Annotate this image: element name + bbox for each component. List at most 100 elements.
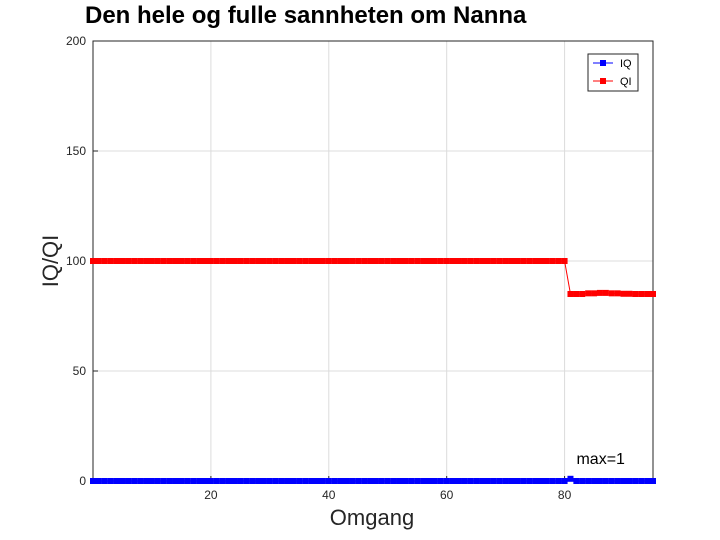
series-qi-point	[237, 258, 244, 264]
series-qi-point	[296, 258, 303, 264]
series-qi-point	[467, 258, 474, 264]
series-iq-point	[502, 478, 509, 484]
legend-iq-marker	[600, 60, 606, 66]
series-iq-point	[237, 478, 244, 484]
series-iq-point	[602, 478, 609, 484]
series-qi-point	[355, 258, 362, 264]
series-iq-point	[160, 478, 167, 484]
series-qi-point	[266, 258, 273, 264]
series-iq-point	[113, 478, 120, 484]
series-iq-point	[626, 478, 633, 484]
series-iq-point	[319, 478, 326, 484]
series-qi-point	[125, 258, 132, 264]
series-iq-point	[361, 478, 368, 484]
series-qi-point	[202, 258, 208, 264]
series-qi-point	[325, 258, 332, 264]
series-qi-point	[178, 258, 185, 264]
series-iq-point	[284, 478, 291, 484]
x-axis-label: Omgang	[330, 505, 414, 530]
series-iq-point	[596, 478, 603, 484]
series-iq-point	[378, 478, 385, 484]
series-iq-point	[166, 478, 173, 484]
series-qi-point	[302, 258, 309, 264]
series-iq	[90, 475, 656, 484]
series-iq-point	[266, 478, 273, 484]
x-tick-label: 60	[440, 488, 454, 502]
series-iq-point	[314, 478, 320, 484]
series-qi-point	[196, 258, 203, 264]
series-qi-point	[331, 258, 338, 264]
series-iq-point	[638, 478, 645, 484]
series-qi-point	[455, 258, 462, 264]
series-iq-point	[543, 478, 550, 484]
x-tick-label: 80	[558, 488, 572, 502]
series-qi-point	[496, 258, 503, 264]
series-iq-point	[272, 478, 279, 484]
series-qi-point	[225, 258, 232, 264]
series-qi-point	[95, 258, 102, 264]
series-iq-point	[573, 478, 580, 484]
series-qi-point	[602, 289, 609, 296]
series-iq-point	[608, 478, 615, 484]
series-iq-point	[408, 478, 415, 484]
series-qi-point	[408, 258, 415, 264]
series-qi-point	[614, 290, 621, 297]
series-qi-point	[396, 258, 403, 264]
series-iq-point	[196, 478, 203, 484]
series-qi-point	[490, 258, 497, 264]
series-qi-point	[596, 289, 603, 296]
series-qi-point	[219, 258, 226, 264]
series-iq-point	[119, 478, 126, 484]
series-iq-point	[184, 478, 191, 484]
series-qi	[90, 258, 656, 297]
series-iq-point	[449, 478, 456, 484]
series-iq-point	[644, 478, 651, 484]
legend-box	[587, 53, 639, 92]
series-iq-point	[526, 478, 533, 484]
series-iq-point	[202, 478, 208, 484]
series-iq-point	[402, 478, 409, 484]
series-qi-point	[343, 258, 350, 264]
series-layer	[90, 258, 656, 484]
series-qi-point	[532, 258, 539, 264]
series-iq-point	[473, 478, 480, 484]
series-qi-point	[644, 291, 651, 297]
axis-ticks: 20 40 60 80 0 50 100 150 200	[66, 34, 572, 502]
series-qi-point	[573, 291, 580, 297]
series-iq-point	[290, 478, 297, 484]
series-iq-point	[455, 478, 462, 484]
series-qi-point	[172, 258, 179, 264]
series-iq-point	[561, 478, 568, 484]
legend-qi-label: QI	[620, 76, 632, 88]
max-annotation: max=1	[576, 451, 625, 468]
series-iq-point	[591, 478, 598, 484]
series-qi-point	[90, 258, 96, 264]
series-qi-point	[166, 258, 173, 264]
series-qi-point	[390, 258, 397, 264]
series-qi-line	[93, 260, 653, 295]
series-qi-point	[278, 258, 285, 264]
series-iq-point	[349, 478, 356, 484]
series-iq-point	[437, 478, 444, 484]
series-qi-point	[608, 290, 615, 297]
series-iq-point	[178, 478, 185, 484]
series-qi-point	[184, 258, 191, 264]
series-iq-point	[231, 478, 238, 484]
series-iq-point	[396, 478, 403, 484]
series-qi-point	[638, 291, 645, 297]
chart-title: Den hele og fulle sannheten om Nanna	[85, 2, 527, 29]
series-qi-point	[243, 258, 250, 264]
series-iq-point	[278, 478, 285, 484]
series-iq-point	[343, 478, 350, 484]
series-iq-point	[443, 478, 450, 484]
series-iq-point	[367, 478, 374, 484]
series-iq-point	[207, 478, 214, 484]
series-iq-point	[302, 478, 309, 484]
series-iq-point	[154, 478, 161, 484]
series-iq-point	[148, 478, 155, 484]
series-iq-point	[520, 478, 527, 484]
series-iq-point	[143, 478, 150, 484]
series-qi-point	[620, 290, 627, 297]
series-iq-point	[390, 478, 397, 484]
